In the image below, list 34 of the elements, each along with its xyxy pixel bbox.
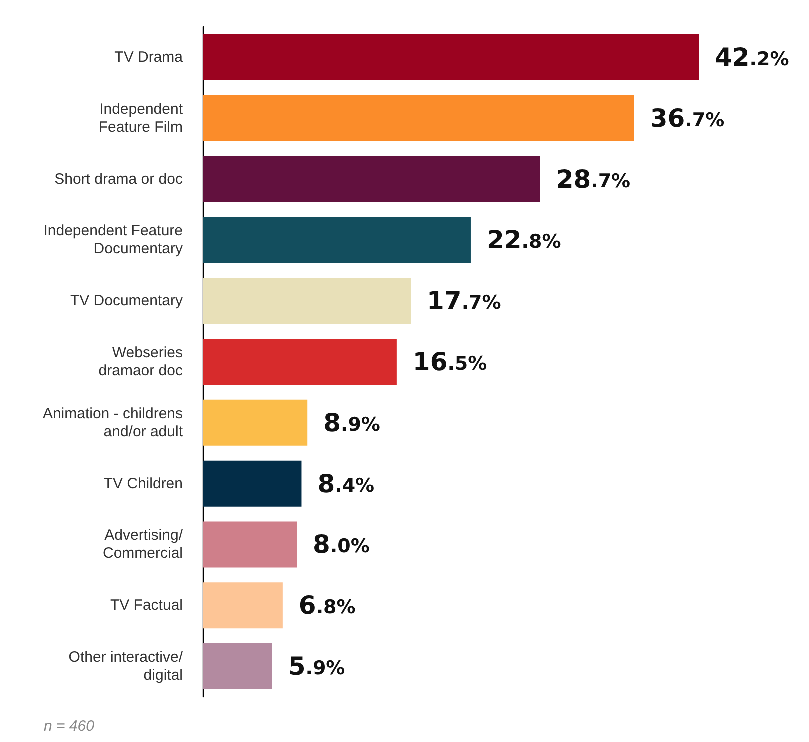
data-label: 5.9% [288,652,346,682]
bar [203,460,302,507]
y-tick-label: Webseries dramaor doc [98,344,184,380]
data-label: 16.5% [412,348,488,376]
y-tick-label: Animation - childrens and/or adult [42,405,184,440]
data-label: 17.7% [427,286,502,316]
y-tick-label: TV Drama [114,48,184,66]
bar [203,644,272,690]
y-tick-label: Short drama or doc [54,170,184,188]
text: n = 460 [44,718,96,735]
bar [203,156,540,202]
bar [203,400,308,446]
data-label: 8.0% [313,530,370,560]
data-label: 22.8% [486,226,562,255]
data-label: 8.9% [324,408,380,438]
y-tick-label: TV Factual [110,597,183,614]
data-label: 28.7% [556,164,631,194]
y-tick-label: TV Documentary [70,292,184,310]
data-label: 8.4% [318,469,375,498]
data-label: 36.7% [650,104,725,133]
data-label: 6.8% [298,591,356,620]
bar [203,582,283,629]
y-tick-label: Other interactive/ digital [68,649,184,684]
data-label: 42.2% [715,42,790,72]
bar [203,339,397,385]
bar [203,278,412,324]
bar [203,95,634,142]
bar [203,522,298,568]
y-tick-label: Independent Feature Film [98,100,184,136]
y-tick-label: TV Children [104,475,183,492]
y-tick-label: Advertising/ Commercial [102,527,184,562]
bar [203,34,699,80]
y-tick-label: Independent Feature Documentary [44,222,184,258]
bar [203,217,471,264]
